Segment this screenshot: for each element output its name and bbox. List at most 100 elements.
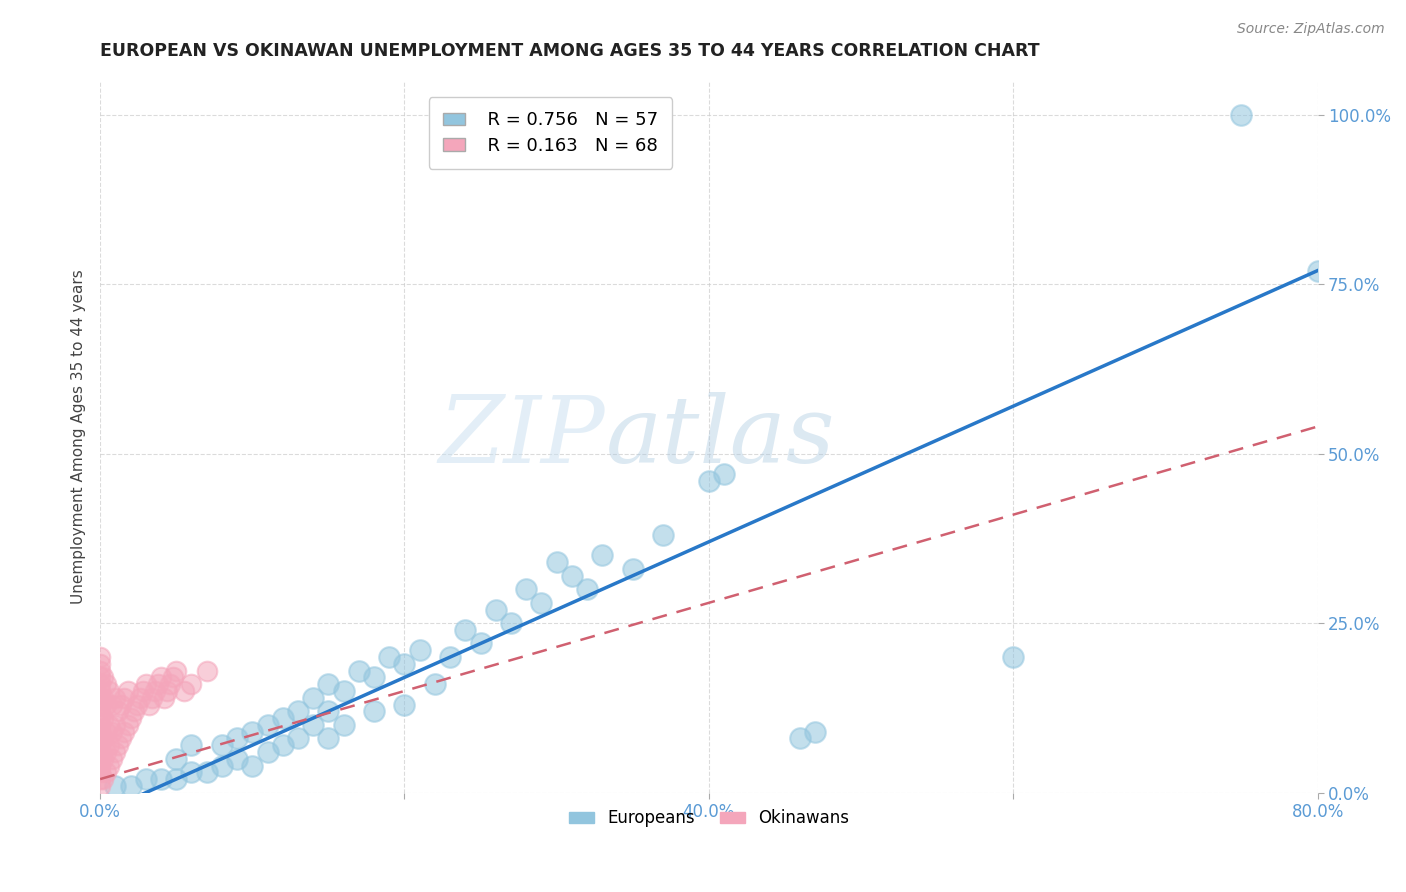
Point (423, 677, 446, 691)
Point (89, 718, 111, 732)
Point (110, 698, 132, 712)
Point (394, 657, 416, 671)
Point (104, 690, 127, 705)
Point (271, 711, 294, 725)
Point (101, 724, 124, 739)
Point (89, 752, 111, 766)
Point (789, 731, 811, 746)
Point (530, 596, 553, 610)
Point (91, 731, 114, 746)
Point (110, 731, 132, 746)
Point (378, 650, 401, 665)
Point (96, 698, 118, 712)
Text: atlas: atlas (606, 392, 835, 482)
Point (98, 758, 121, 772)
Point (302, 690, 325, 705)
Point (591, 549, 613, 563)
Point (91, 670, 114, 684)
Point (454, 623, 477, 637)
Point (173, 684, 195, 698)
Point (104, 745, 127, 759)
Point (98, 718, 121, 732)
Point (1230, 108, 1253, 122)
Text: EUROPEAN VS OKINAWAN UNEMPLOYMENT AMONG AGES 35 TO 44 YEARS CORRELATION CHART: EUROPEAN VS OKINAWAN UNEMPLOYMENT AMONG … (100, 42, 1040, 60)
Point (211, 738, 233, 752)
Point (114, 690, 136, 705)
Point (89, 745, 111, 759)
Point (96, 677, 118, 691)
Point (89, 724, 111, 739)
Point (347, 664, 370, 678)
Point (1306, 263, 1329, 277)
Point (804, 724, 827, 739)
Point (96, 724, 118, 739)
Point (318, 677, 340, 691)
Point (1002, 650, 1025, 665)
Point (256, 745, 278, 759)
Point (576, 582, 599, 597)
Point (89, 657, 111, 671)
Point (91, 772, 114, 786)
Point (117, 684, 139, 698)
Point (153, 690, 176, 705)
Point (621, 562, 644, 576)
Point (256, 718, 278, 732)
Point (470, 636, 492, 650)
Point (159, 677, 181, 691)
Point (211, 758, 233, 772)
Point (439, 650, 461, 665)
Point (89, 772, 111, 786)
Point (180, 677, 202, 691)
Point (122, 704, 145, 718)
Point (89, 779, 111, 793)
Point (713, 467, 735, 481)
Point (332, 718, 354, 732)
Point (226, 731, 249, 746)
Point (162, 670, 184, 684)
Point (180, 765, 202, 780)
Text: Source: ZipAtlas.com: Source: ZipAtlas.com (1237, 22, 1385, 37)
Point (101, 698, 124, 712)
Point (107, 738, 129, 752)
Point (165, 772, 187, 786)
Point (89, 738, 111, 752)
Point (89, 711, 111, 725)
Point (302, 718, 325, 732)
Point (91, 711, 114, 725)
Point (363, 704, 385, 718)
Point (156, 684, 179, 698)
Point (101, 752, 124, 766)
Point (150, 772, 173, 786)
Point (546, 555, 568, 569)
Point (226, 752, 249, 766)
Point (135, 772, 157, 786)
Point (98, 738, 121, 752)
Point (132, 684, 155, 698)
Point (96, 745, 118, 759)
Point (141, 690, 163, 705)
Point (114, 724, 136, 739)
Point (104, 779, 127, 793)
Point (240, 758, 263, 772)
Point (652, 528, 675, 542)
Point (143, 684, 166, 698)
Point (107, 704, 129, 718)
Point (89, 765, 111, 780)
Point (318, 704, 340, 718)
Point (165, 752, 187, 766)
Y-axis label: Unemployment Among Ages 35 to 44 years: Unemployment Among Ages 35 to 44 years (72, 269, 86, 604)
Point (271, 738, 294, 752)
Point (150, 670, 173, 684)
Point (120, 711, 142, 725)
Point (128, 690, 150, 705)
Point (697, 474, 720, 488)
Point (287, 704, 309, 718)
Point (195, 765, 218, 780)
Point (332, 684, 354, 698)
Point (318, 731, 340, 746)
Point (104, 718, 127, 732)
Point (89, 758, 111, 772)
Point (561, 568, 583, 582)
Point (98, 684, 121, 698)
Text: ZIP: ZIP (439, 392, 606, 482)
